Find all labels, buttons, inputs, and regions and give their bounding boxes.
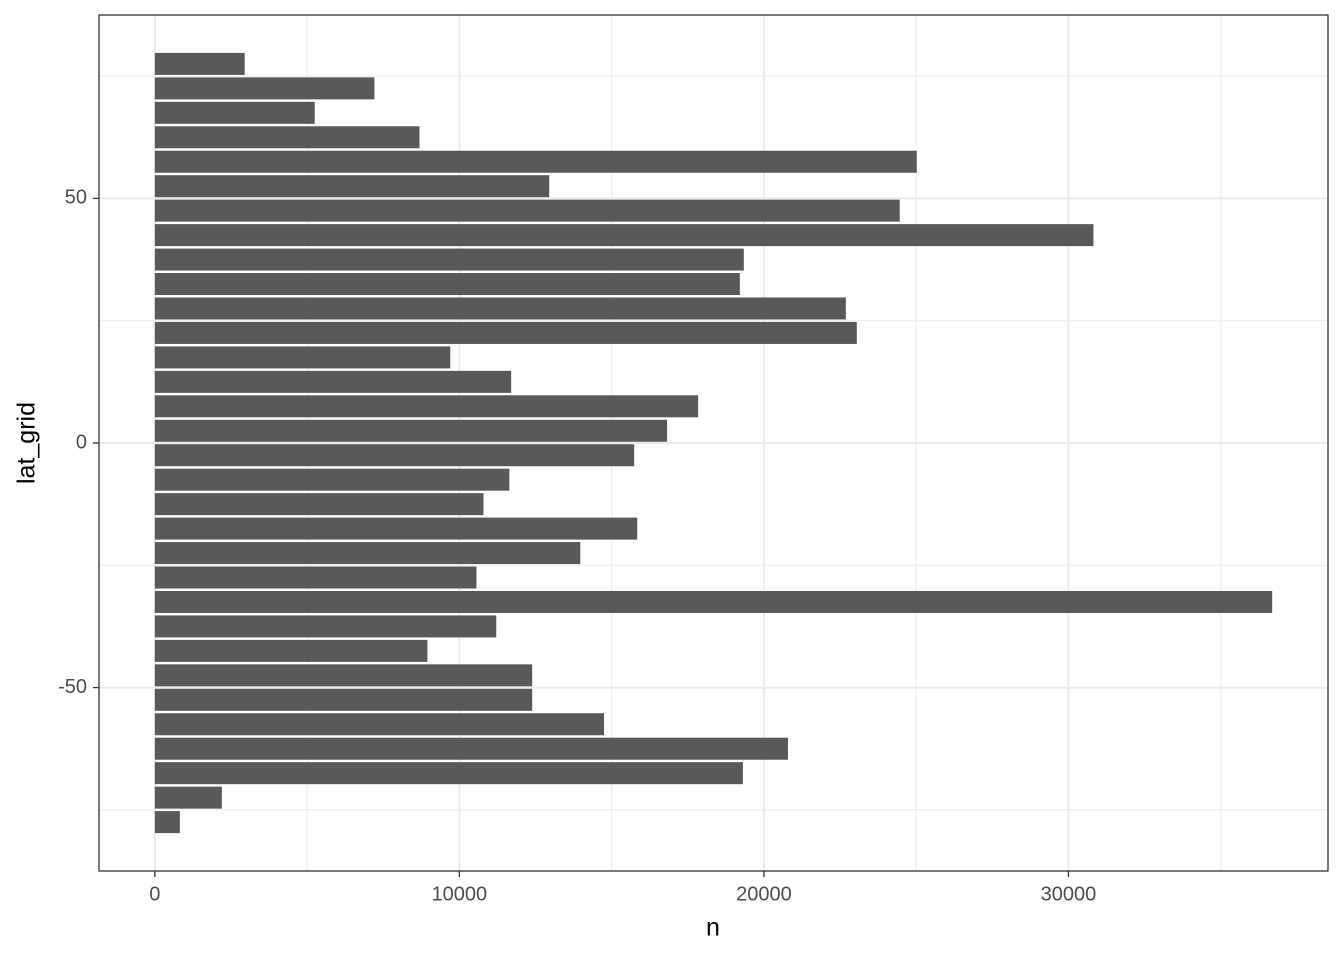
x-tick-label: 20000 (736, 883, 792, 905)
y-tick-label: 0 (76, 431, 87, 453)
y-axis-title: lat_grid (13, 402, 41, 484)
bar (154, 199, 900, 222)
bar (154, 664, 533, 687)
bar (154, 762, 743, 785)
bar (154, 786, 222, 809)
bar (154, 493, 484, 516)
bar (154, 77, 375, 100)
x-axis-title: n (706, 914, 720, 942)
bar (154, 811, 180, 834)
bar (154, 150, 917, 173)
bar (154, 175, 550, 198)
bar (154, 688, 533, 711)
bar (154, 566, 477, 589)
y-tick-label: 50 (65, 187, 87, 209)
bar (154, 468, 510, 491)
bar (154, 346, 451, 369)
bar (154, 273, 740, 296)
bar (154, 419, 668, 442)
x-tick-label: 0 (149, 883, 160, 905)
bar (154, 737, 788, 760)
bar (154, 517, 638, 540)
bar (154, 639, 428, 662)
bar (154, 101, 315, 124)
x-tick-label: 30000 (1041, 883, 1097, 905)
bar (154, 444, 635, 467)
y-tick-label: -50 (58, 676, 87, 698)
bar (154, 713, 605, 736)
bar (154, 370, 512, 393)
bar (154, 590, 1273, 613)
bar (154, 52, 245, 75)
bar (154, 615, 497, 638)
bar (154, 126, 420, 149)
bar (154, 297, 846, 320)
bar (154, 321, 857, 344)
bar (154, 248, 744, 271)
plot-area: 0 10000 20000 30000 -50 0 50 (58, 14, 1329, 905)
bar (154, 224, 1094, 247)
bar (154, 542, 581, 565)
bar (154, 395, 699, 418)
x-tick-label: 10000 (432, 883, 488, 905)
